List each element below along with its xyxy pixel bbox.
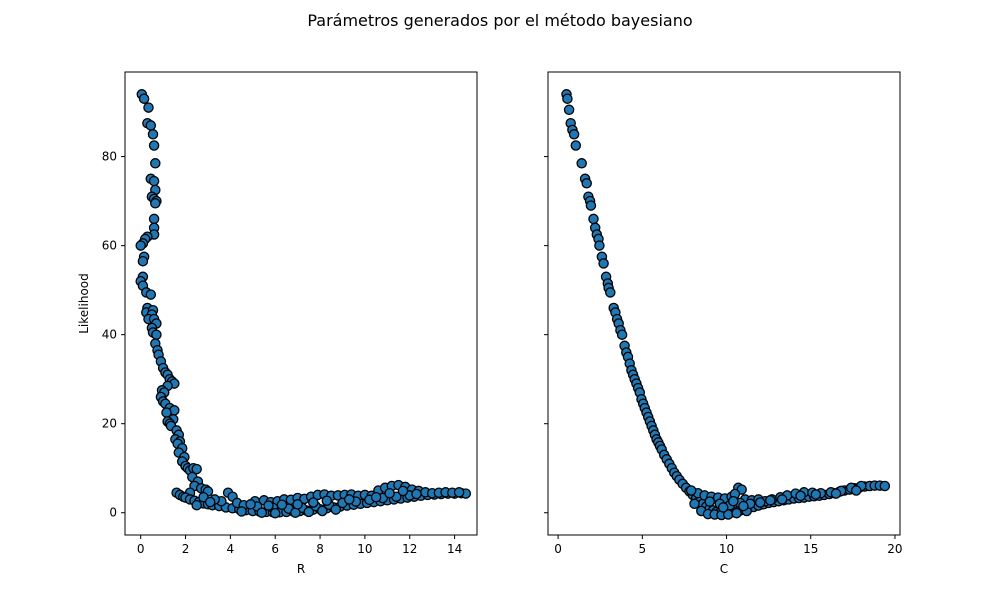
left-x-tick-label: 12 [402, 542, 417, 556]
left-x-tick-label: 2 [182, 542, 190, 556]
left-data-point [143, 102, 154, 113]
left-x-ticks: 0 2 4 6 8 10 12 14 [137, 535, 462, 556]
right-data-point [588, 213, 599, 225]
left-x-tick-label: 4 [227, 542, 235, 556]
right-data-point [717, 502, 729, 513]
left-y-ticks: 0 20 40 60 80 [102, 150, 125, 520]
left-data-point [321, 495, 333, 506]
left-y-tick-label: 80 [102, 150, 117, 164]
right-x-tick-label: 20 [887, 542, 902, 556]
right-data-point [594, 240, 605, 251]
left-plot-frame [124, 71, 478, 536]
left-x-axis-label: R [297, 562, 305, 576]
left-y-tick-label: 0 [109, 506, 117, 520]
right-scatter-panel: 0 5 10 15 20 C [544, 71, 903, 576]
right-data-point [570, 140, 582, 151]
left-data-point [308, 497, 319, 508]
right-x-ticks: 0 5 10 15 20 [554, 535, 903, 556]
left-x-tick-label: 0 [137, 542, 145, 556]
left-data-point [256, 507, 268, 518]
right-data-point [563, 104, 575, 116]
right-data-point [616, 329, 628, 340]
left-scatter-points [135, 89, 472, 519]
left-data-point [191, 499, 202, 511]
left-x-tick-label: 10 [357, 542, 372, 556]
right-data-point [598, 258, 609, 269]
right-data-point [879, 480, 891, 492]
left-data-point [150, 158, 161, 169]
figure-title: Parámetros generados por el método bayes… [307, 11, 692, 30]
right-x-tick-label: 5 [638, 542, 646, 556]
right-x-axis-label: C [720, 562, 728, 576]
left-data-point [276, 499, 288, 510]
right-data-point [585, 200, 597, 211]
left-data-point [384, 487, 395, 499]
left-data-point [150, 198, 161, 209]
right-data-point [562, 93, 573, 104]
left-data-point [145, 120, 157, 131]
right-data-point [850, 485, 862, 496]
right-plot-frame [547, 71, 901, 536]
left-data-point [411, 488, 422, 500]
left-data-point [303, 506, 315, 518]
left-data-point [330, 504, 342, 515]
right-data-point [704, 496, 715, 507]
left-data-point [343, 494, 355, 505]
right-data-point [728, 495, 739, 507]
right-data-point [830, 488, 842, 499]
right-data-point [689, 498, 700, 510]
left-x-tick-label: 6 [271, 542, 279, 556]
right-data-point [731, 507, 742, 519]
left-data-point [245, 499, 256, 510]
left-data-point [151, 329, 162, 340]
left-data-point [148, 213, 160, 225]
left-y-tick-label: 20 [102, 417, 117, 431]
left-data-point [148, 140, 160, 151]
left-data-point [138, 93, 150, 104]
left-data-point [191, 463, 202, 475]
right-data-point [576, 158, 587, 169]
right-data-point [605, 287, 616, 298]
right-data-point [738, 500, 749, 512]
left-x-tick-label: 8 [316, 542, 324, 556]
right-data-point [581, 178, 592, 189]
right-y-ticks [544, 156, 548, 514]
left-data-point [269, 507, 281, 519]
left-data-point [236, 506, 247, 517]
left-data-point [453, 487, 465, 498]
left-y-tick-label: 40 [102, 328, 117, 342]
right-scatter-points [561, 89, 891, 521]
right-data-point [568, 129, 580, 140]
left-data-point [370, 491, 382, 503]
left-data-point [397, 485, 409, 497]
left-data-point [290, 507, 301, 518]
right-data-point [754, 497, 766, 508]
right-x-tick-label: 0 [554, 542, 562, 556]
left-y-tick-label: 60 [102, 239, 117, 253]
left-data-point [317, 505, 328, 517]
right-data-point [685, 485, 697, 496]
left-data-point [292, 499, 303, 510]
left-data-point [137, 255, 149, 267]
right-data-point [765, 495, 776, 506]
left-x-tick-label: 14 [447, 542, 462, 556]
right-data-point [795, 490, 806, 502]
left-data-point [263, 500, 274, 511]
right-data-point [810, 489, 822, 500]
left-data-point [147, 129, 159, 140]
left-data-point [148, 175, 160, 187]
right-x-tick-label: 15 [803, 542, 818, 556]
right-data-point [776, 494, 788, 505]
left-data-point [145, 289, 157, 300]
left-scatter-panel: 0 2 4 6 8 10 12 14 0 20 40 60 80 R Likelihood [77, 71, 478, 576]
left-data-point [135, 240, 146, 251]
left-data-point [204, 496, 216, 508]
right-x-tick-label: 10 [719, 542, 734, 556]
left-y-axis-label: Likelihood [77, 273, 91, 334]
